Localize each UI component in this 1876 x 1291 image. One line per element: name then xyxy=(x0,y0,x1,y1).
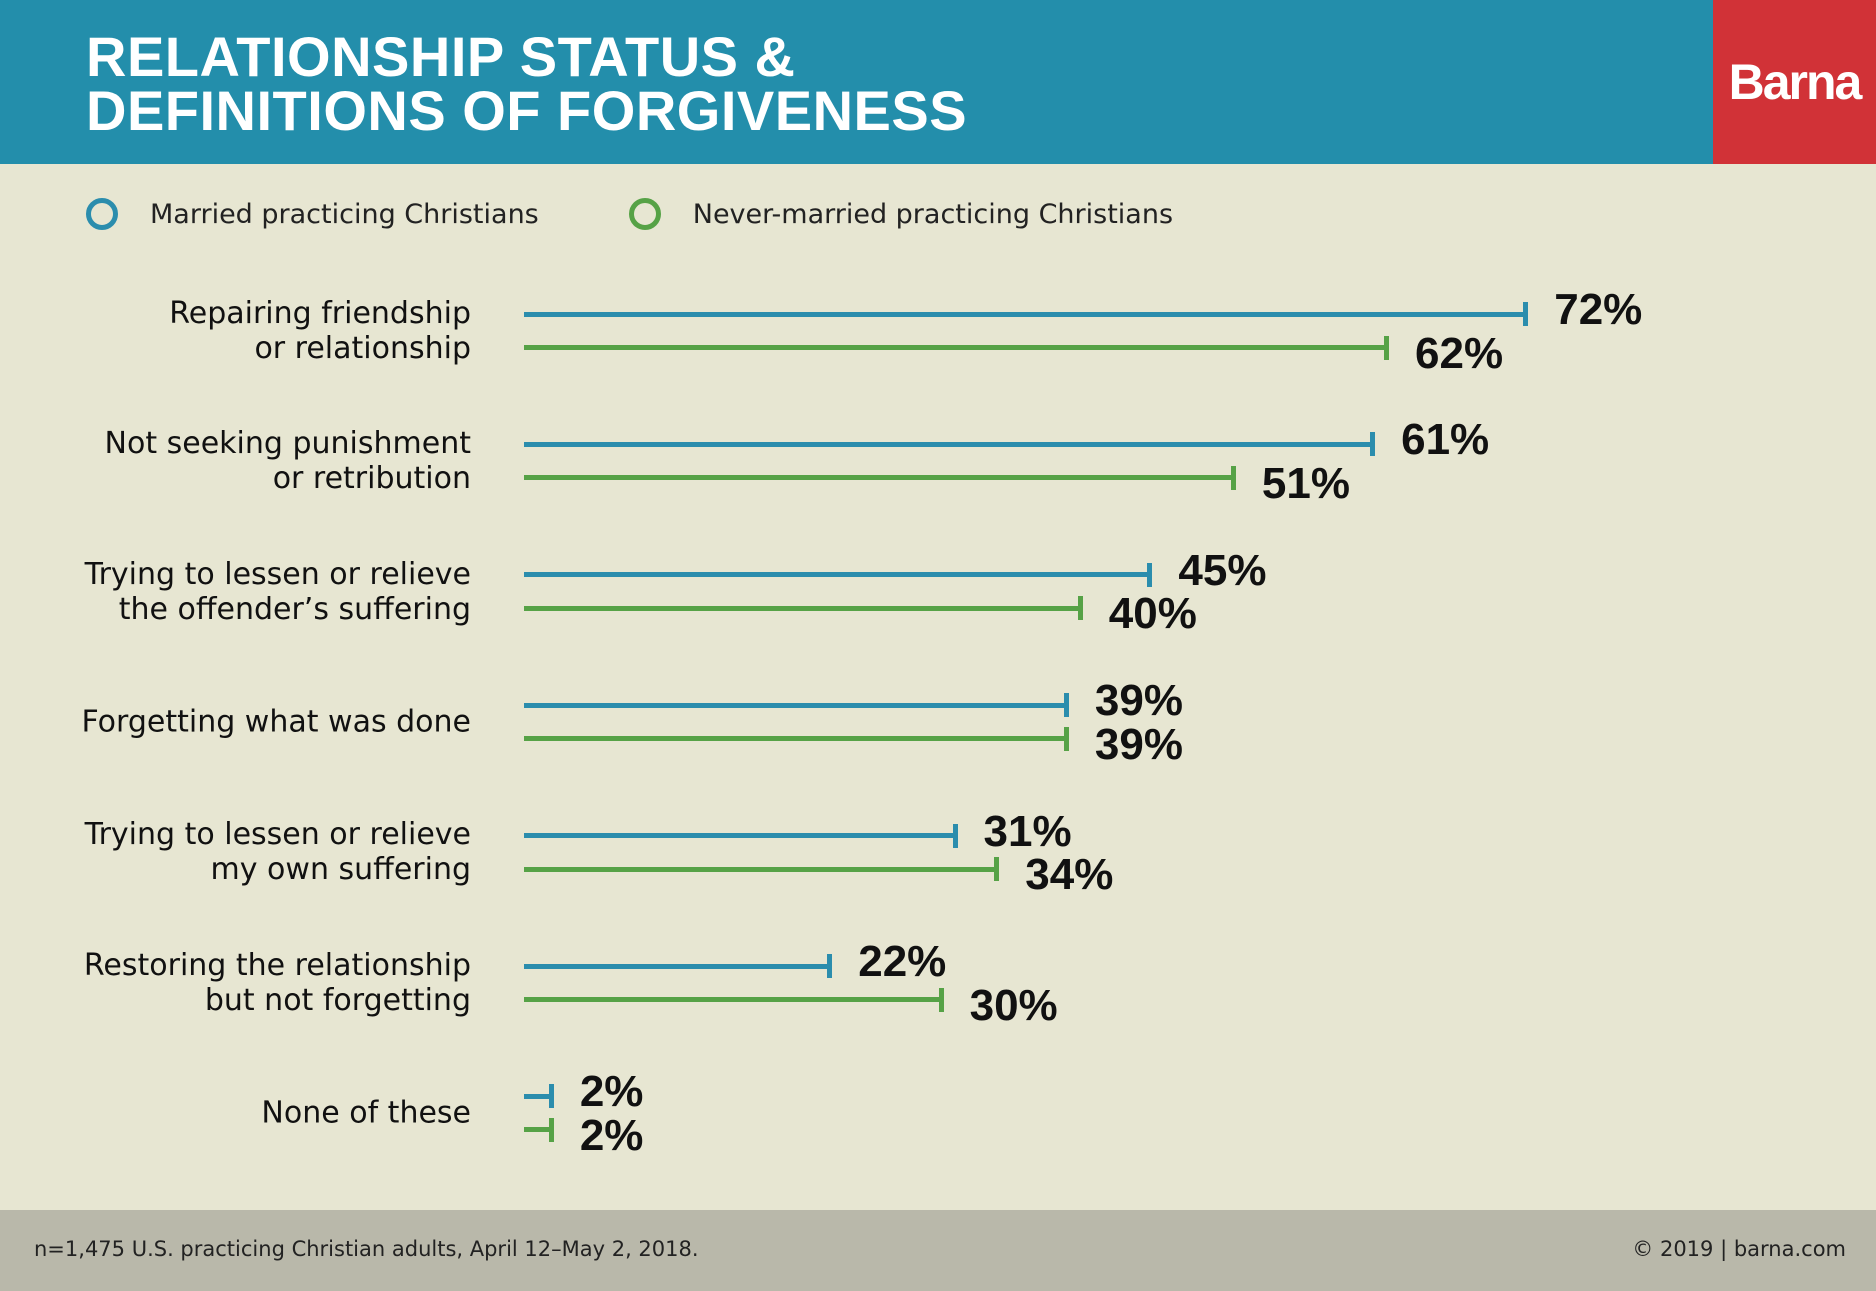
bar-married xyxy=(524,572,1151,578)
data-label: 40% xyxy=(1108,589,1197,639)
category-label: Trying to lessen or relieve my own suffe… xyxy=(84,817,471,888)
legend-item-never-married: Never-married practicing Christians xyxy=(628,198,1174,230)
data-label: 31% xyxy=(983,806,1072,856)
bar-end-cap xyxy=(548,1117,554,1142)
bar-end-cap xyxy=(1523,302,1529,326)
bar-end-cap xyxy=(952,823,958,848)
data-label: 72% xyxy=(1554,285,1643,334)
title-line-2: DEFINITIONS OF FORGIVENESS xyxy=(86,79,968,142)
bar-end-cap xyxy=(548,1084,554,1109)
bar-never-married xyxy=(524,605,1081,611)
bar-married xyxy=(524,702,1067,708)
data-label: 2% xyxy=(579,1067,644,1117)
bar-end-cap xyxy=(1384,335,1390,360)
bar-end-cap xyxy=(938,987,944,1012)
bar-end-cap xyxy=(1063,726,1069,751)
data-label: 51% xyxy=(1261,458,1350,508)
data-label: 62% xyxy=(1415,328,1504,378)
footer: n=1,475 U.S. practicing Christian adults… xyxy=(0,1210,1876,1291)
bar-end-cap xyxy=(1063,693,1069,718)
source-note: n=1,475 U.S. practicing Christian adults… xyxy=(34,1237,699,1261)
bar-never-married xyxy=(524,997,942,1002)
barna-logo: Barna xyxy=(1713,0,1876,164)
category-label: Restoring the relationship but not forge… xyxy=(83,947,471,1018)
bar-married xyxy=(524,441,1374,447)
header: RELATIONSHIP STATUS & DEFINITIONS OF FOR… xyxy=(0,0,1713,164)
bar-married xyxy=(524,311,1527,317)
bar-never-married xyxy=(524,475,1234,481)
data-label: 61% xyxy=(1401,415,1490,465)
title-line-1: RELATIONSHIP STATUS & xyxy=(86,25,796,88)
bar-end-cap xyxy=(1370,432,1376,457)
category-label: Forgetting what was done xyxy=(81,704,472,740)
data-label: 39% xyxy=(1094,719,1183,769)
bar-end-cap xyxy=(994,857,1000,882)
bar-chart: Repairing friendship or relationship 72% 6… xyxy=(81,285,1643,1160)
data-label: 30% xyxy=(969,980,1058,1030)
category-label: Repairing friendship or relationship xyxy=(169,295,471,366)
legend-label: Never-married practicing Christians xyxy=(692,198,1174,230)
category-label: None of these xyxy=(261,1095,471,1131)
bar-never-married xyxy=(524,736,1067,742)
bar-end-cap xyxy=(827,954,833,978)
bar-end-cap xyxy=(1077,596,1083,621)
legend-ring-married-icon xyxy=(86,198,118,230)
data-label: 39% xyxy=(1094,676,1183,726)
bar-end-cap xyxy=(1230,465,1236,490)
legend-ring-never-married-icon xyxy=(628,198,661,230)
bar-end-cap xyxy=(1147,562,1153,587)
data-label: 22% xyxy=(858,937,947,986)
bar-married xyxy=(524,1093,552,1099)
data-label: 2% xyxy=(579,1110,644,1160)
legend-item-married: Married practicing Christians xyxy=(86,198,539,230)
page-title: RELATIONSHIP STATUS & DEFINITIONS OF FOR… xyxy=(86,25,968,142)
bar-never-married xyxy=(524,866,998,872)
bar-married xyxy=(524,963,831,969)
data-label: 45% xyxy=(1178,545,1267,595)
data-label: 34% xyxy=(1025,850,1114,900)
bar-never-married xyxy=(524,345,1388,350)
legend: Married practicing Christians Never-marr… xyxy=(86,198,1263,230)
category-label: Trying to lessen or relieve the offender… xyxy=(84,556,471,627)
bar-married xyxy=(524,833,956,839)
category-label: Not seeking punishment or retribution xyxy=(104,426,471,497)
bar-never-married xyxy=(524,1127,552,1133)
copyright: © 2019 | barna.com xyxy=(1632,1237,1846,1261)
legend-label: Married practicing Christians xyxy=(150,198,539,230)
